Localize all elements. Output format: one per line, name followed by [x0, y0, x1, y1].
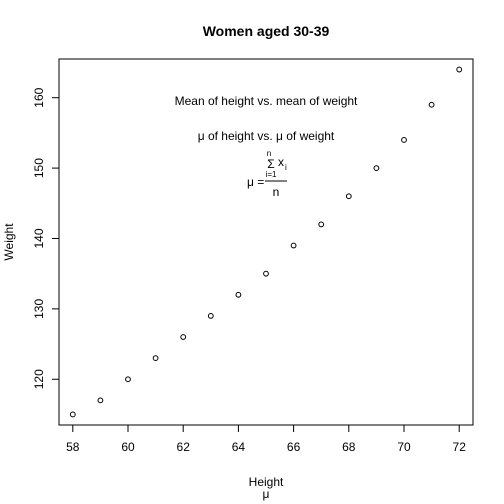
formula-sigma: Σ — [267, 157, 274, 171]
y-tick-label: 160 — [32, 87, 46, 107]
annotation-mean: Mean of height vs. mean of weight — [175, 94, 358, 108]
data-points — [69, 66, 463, 418]
data-point — [180, 334, 187, 340]
data-point — [235, 291, 242, 298]
annotation-mu: μ of height vs. μ of weight — [198, 129, 335, 143]
x-axis: 58 60 62 64 66 68 70 72 — [66, 425, 466, 454]
data-point — [456, 66, 463, 73]
x-tick-label: 68 — [342, 440, 356, 454]
data-point — [373, 165, 380, 171]
data-point — [263, 270, 269, 277]
y-tick-label: 120 — [32, 369, 46, 389]
data-point — [401, 137, 407, 143]
plot-frame — [58, 58, 474, 426]
formula: μ = n Σ i=1 x i n — [247, 149, 287, 199]
data-point — [345, 193, 352, 200]
x-axis-label: Height — [249, 475, 284, 489]
x-axis-sublabel: μ — [263, 487, 270, 501]
formula-lhs: μ = — [247, 175, 264, 189]
x-tick-label: 58 — [66, 440, 80, 454]
x-tick-label: 62 — [177, 440, 191, 454]
x-tick-label: 60 — [121, 440, 135, 454]
formula-upper: n — [267, 149, 271, 158]
data-point — [152, 355, 159, 362]
data-point — [290, 242, 297, 249]
x-tick-label: 64 — [232, 440, 246, 454]
x-tick-label: 70 — [397, 440, 411, 454]
y-tick-label: 140 — [32, 228, 46, 248]
formula-denominator: n — [273, 185, 280, 199]
formula-subscript: i — [285, 163, 287, 172]
y-axis: 120 130 140 150 160 — [32, 87, 59, 389]
data-point — [97, 397, 104, 404]
chart-title: Women aged 30-39 — [203, 23, 330, 39]
y-tick-label: 150 — [32, 158, 46, 178]
data-point — [207, 313, 214, 319]
formula-term: x — [278, 155, 284, 169]
data-point — [318, 221, 325, 228]
x-tick-label: 72 — [453, 440, 467, 454]
data-point — [69, 411, 76, 418]
data-point — [428, 101, 435, 108]
x-tick-label: 66 — [287, 440, 301, 454]
y-tick-label: 130 — [32, 299, 46, 319]
formula-lower: i=1 — [266, 170, 277, 179]
data-point — [125, 376, 131, 383]
y-axis-label: Weight — [2, 223, 16, 261]
